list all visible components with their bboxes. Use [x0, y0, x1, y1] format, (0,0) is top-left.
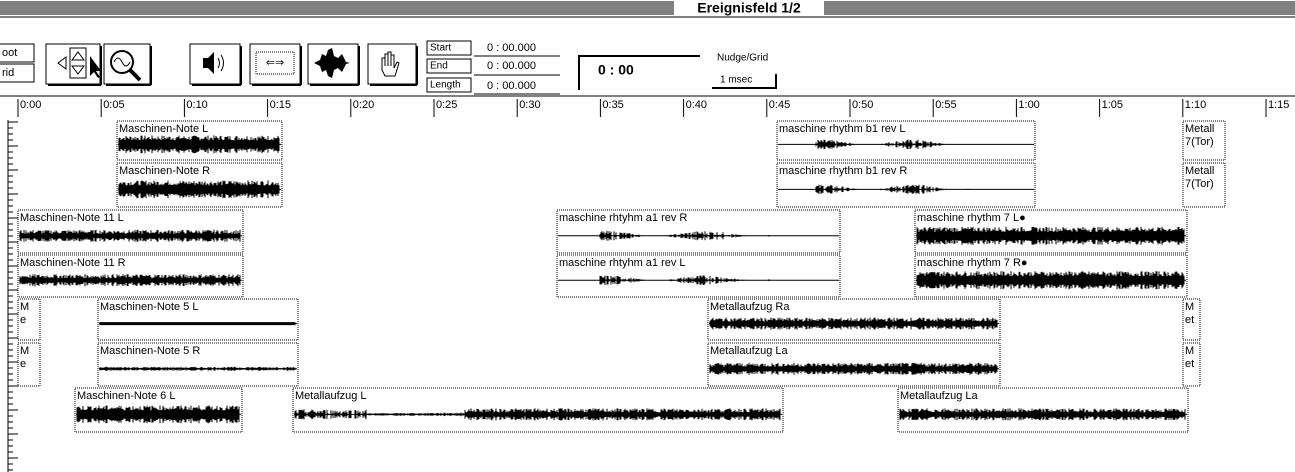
region-name: Maschinen-Note 5 L [100, 301, 198, 313]
region[interactable]: maschine rhythm b1 rev R [777, 163, 1035, 207]
ruler-label: 1:15 [1268, 99, 1289, 111]
region[interactable]: Metallaufzug L [293, 388, 783, 432]
region-name: maschine rhythm b1 rev L [779, 123, 906, 135]
region[interactable]: Me [18, 343, 40, 386]
region[interactable]: Met [1183, 299, 1200, 340]
region[interactable]: maschine rhythm 7 L● [915, 210, 1187, 253]
ruler-label: 0:55 [935, 99, 956, 111]
ruler-label: 0:15 [270, 99, 291, 111]
waveform [900, 408, 1185, 420]
region-name: Metallaufzug L [295, 390, 367, 402]
region[interactable]: Metallaufzug La [708, 343, 1000, 386]
ruler-label: 0:05 [103, 99, 124, 111]
region-name: Metallaufzug La [900, 390, 979, 402]
ruler-label: 0:45 [769, 99, 790, 111]
region-name: Metall [1185, 123, 1214, 135]
ruler-label: 1:10 [1185, 99, 1206, 111]
end-value[interactable]: 0 : 00.000 [487, 60, 536, 72]
length-value[interactable]: 0 : 00.000 [487, 80, 536, 92]
region[interactable]: Maschinen-Note R [117, 163, 282, 207]
page: Ereignisfeld 1/2 oot rid ⇐⇒ [0, 0, 1295, 472]
ruler-label: 0:30 [519, 99, 540, 111]
ruler-label: 0:50 [852, 99, 873, 111]
ruler-label: 0:00 [20, 99, 41, 111]
region[interactable]: Maschinen-Note 11 R [18, 255, 243, 297]
region[interactable]: Maschinen-Note 5 R [98, 343, 298, 386]
ruler-label: 0:20 [353, 99, 374, 111]
svg-text:⇐⇒: ⇐⇒ [266, 57, 284, 69]
region[interactable]: maschine rhtyhm a1 rev R [557, 210, 840, 253]
region[interactable]: Maschinen-Note 5 L [98, 299, 298, 340]
region-name: maschine rhtyhm a1 rev R [559, 212, 687, 224]
region[interactable]: Met [1183, 343, 1200, 386]
title-bar [0, 2, 1295, 14]
mode-label: rid [2, 67, 14, 79]
region-name: maschine rhythm 7 R● [917, 257, 1028, 269]
zoom-buttons[interactable] [46, 44, 101, 85]
ruler-label: 0:40 [686, 99, 707, 111]
length-label: Length [430, 80, 461, 91]
region-name: Maschinen-Note R [119, 165, 210, 177]
region-name: Maschinen-Note 5 R [100, 345, 200, 357]
region-name: e [20, 358, 26, 370]
region-name: M [1185, 345, 1194, 357]
mode-label: oot [2, 47, 17, 59]
ruler-label: 0:35 [602, 99, 623, 111]
region-name: M [20, 345, 29, 357]
region-name: Metallaufzug La [710, 345, 789, 357]
ruler-label: 1:00 [1018, 99, 1039, 111]
selector-tool[interactable] [308, 44, 359, 85]
region-name: M [20, 301, 29, 313]
region-name: et [1185, 314, 1194, 326]
zoomer-tool[interactable] [104, 44, 151, 85]
region[interactable]: maschine rhythm b1 rev L [777, 121, 1035, 160]
nudge-value[interactable]: 1 msec [720, 75, 752, 86]
end-label: End [430, 61, 448, 72]
edit-window: Ereignisfeld 1/2 oot rid ⇐⇒ [0, 0, 1295, 472]
trimmer-tool[interactable]: ⇐⇒ [250, 44, 301, 85]
scrubber-tool[interactable] [190, 44, 241, 85]
region-name: maschine rhythm 7 L● [917, 212, 1026, 224]
region[interactable]: Maschinen-Note 6 L [75, 388, 242, 432]
window-title: Ereignisfeld 1/2 [697, 0, 801, 16]
region-name: 7(Tor) [1185, 136, 1214, 148]
region-name: maschine rhtyhm a1 rev L [559, 257, 686, 269]
region[interactable]: maschine rhtyhm a1 rev L [557, 255, 840, 297]
region-name: Metall [1185, 165, 1214, 177]
region-name: 7(Tor) [1185, 178, 1214, 190]
region-name: maschine rhythm b1 rev R [779, 165, 907, 177]
region[interactable]: Metallaufzug Ra [708, 299, 1000, 340]
region[interactable]: Maschinen-Note L [117, 121, 282, 160]
ruler-label: 1:05 [1102, 99, 1123, 111]
region[interactable]: Me [18, 299, 40, 340]
region[interactable]: Metallaufzug La [898, 388, 1188, 432]
region-name: Maschinen-Note 6 L [77, 390, 175, 402]
start-value[interactable]: 0 : 00.000 [487, 42, 536, 54]
ruler-label: 0:25 [436, 99, 457, 111]
nudge-label: Nudge/Grid [717, 53, 768, 64]
waveform [100, 322, 295, 325]
main-counter: 0 : 00 [598, 62, 634, 78]
region-name: Maschinen-Note 11 L [20, 212, 124, 224]
region-name: e [20, 314, 26, 326]
region-name: Metallaufzug Ra [710, 301, 790, 313]
region-name: Maschinen-Note L [119, 123, 208, 135]
region-name: Maschinen-Note 11 R [20, 257, 126, 269]
waveform [119, 180, 279, 198]
start-label: Start [430, 43, 451, 54]
region[interactable]: maschine rhythm 7 R● [915, 255, 1187, 297]
region-name: M [1185, 301, 1194, 313]
region[interactable]: Maschinen-Note 11 L [18, 210, 243, 253]
region-name: et [1185, 358, 1194, 370]
grabber-tool[interactable] [368, 44, 417, 85]
ruler-label: 0:10 [186, 99, 207, 111]
